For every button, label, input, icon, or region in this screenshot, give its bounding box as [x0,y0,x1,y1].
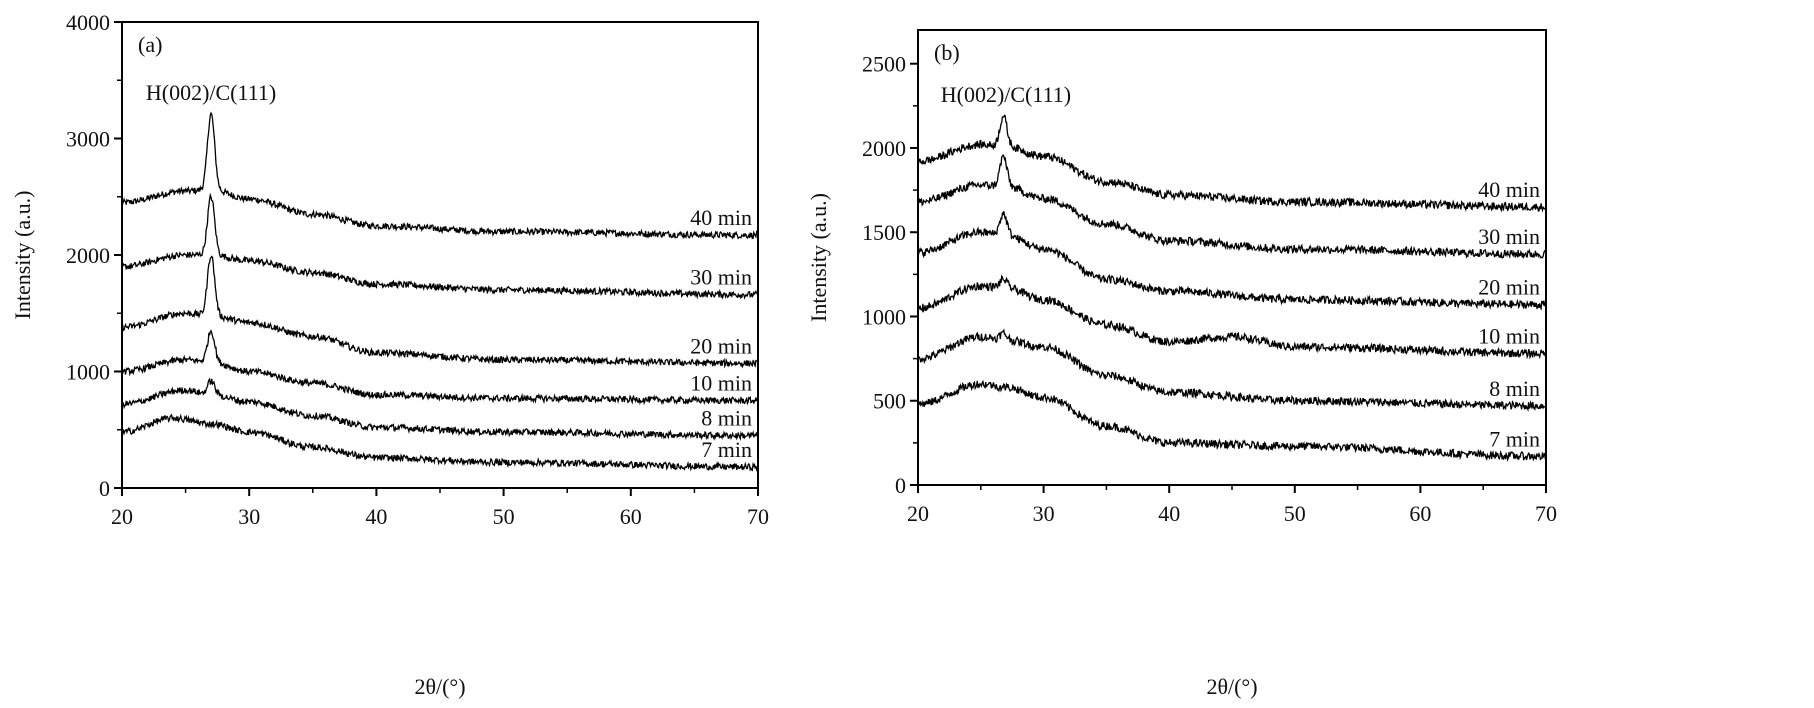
panel-label: (b) [934,40,960,65]
series-line [917,379,1547,462]
y-tick-label: 1000 [862,304,906,329]
series-line [121,413,759,472]
series-label: 40 min [1478,177,1540,202]
series-7-min: 7 min [121,413,759,472]
y-axis-label: Intensity (a.u.) [10,191,35,320]
y-tick-label: 500 [873,389,906,414]
series-label: 20 min [690,333,752,358]
x-tick-label: 50 [493,504,515,529]
series-line [917,328,1547,413]
x-axis-label: 2θ/(°) [1206,674,1257,699]
series-10-min: 10 min [917,274,1547,360]
series-label: 10 min [690,371,752,396]
y-tick-label: 1000 [66,360,110,385]
series-line [121,329,759,406]
y-tick-label: 4000 [66,10,110,35]
x-tick-label: 30 [1033,501,1055,526]
series-30-min: 30 min [917,153,1547,260]
x-tick-label: 50 [1284,501,1306,526]
series-20-min: 20 min [917,211,1547,311]
series-40-min: 40 min [121,111,759,240]
x-axis-label: 2θ/(°) [414,674,465,699]
x-tick-label: 30 [238,504,260,529]
series-line [917,114,1547,213]
series-line [917,153,1547,260]
series-8-min: 8 min [917,328,1547,413]
series-label: 40 min [690,205,752,230]
y-tick-label: 2000 [66,243,110,268]
series-label: 8 min [701,406,752,431]
x-tick-label: 70 [747,504,769,529]
series-line [121,255,759,369]
panel-a: 0 1000 2000 3000 4000 20 30 40 50 60 70 2θ/(°) Inten… [10,10,769,699]
series-line [917,274,1547,360]
y-tick-label: 0 [895,473,906,498]
series-7-min: 7 min [917,379,1547,462]
series-label: 10 min [1478,324,1540,349]
series-line [121,192,759,300]
peak-annotation: H(002)/C(111) [146,80,276,105]
y-tick-label: 2500 [862,52,906,77]
series-10-min: 10 min [121,329,759,406]
y-tick-label: 3000 [66,127,110,152]
x-tick-label: 20 [907,501,929,526]
x-tick-label: 60 [1409,501,1431,526]
y-axis-label: Intensity (a.u.) [806,193,831,322]
x-tick-label: 70 [1535,501,1557,526]
y-tick-label: 0 [99,476,110,501]
x-tick-label: 40 [1158,501,1180,526]
series-label: 7 min [1489,426,1540,451]
y-tick-label: 1500 [862,220,906,245]
x-tick-label: 60 [620,504,642,529]
panel-label: (a) [138,32,162,57]
series-20-min: 20 min [121,255,759,369]
peak-annotation: H(002)/C(111) [941,82,1071,107]
series-line [121,377,759,442]
series-label: 7 min [701,437,752,462]
x-tick-label: 20 [111,504,133,529]
series-30-min: 30 min [121,192,759,300]
series-line [917,211,1547,311]
series-label: 30 min [1478,224,1540,249]
series-8-min: 8 min [121,377,759,442]
series-label: 30 min [690,265,752,290]
x-tick-label: 40 [365,504,387,529]
series-40-min: 40 min [917,114,1547,213]
panel-b: 0 500 1000 1500 2000 2500 20 30 40 50 60 70 2θ/(°) In… [806,29,1557,699]
series-line [121,111,759,240]
series-label: 8 min [1489,376,1540,401]
series-label: 20 min [1478,275,1540,300]
y-tick-label: 2000 [862,136,906,161]
